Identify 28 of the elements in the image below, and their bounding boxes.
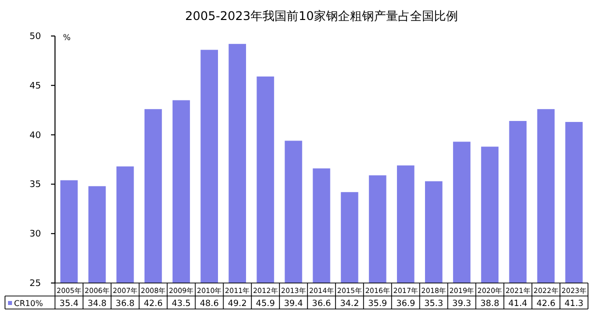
data-label: 49.2: [228, 299, 247, 309]
data-label: 35.3: [424, 299, 444, 309]
data-label: 34.2: [340, 299, 360, 309]
data-label: 41.4: [508, 299, 528, 309]
data-label: 45.9: [256, 299, 275, 309]
data-label: 34.8: [88, 299, 107, 309]
data-label: 39.3: [452, 299, 472, 309]
data-label: 39.4: [284, 299, 303, 309]
data-label: 36.6: [312, 299, 331, 309]
data-label: 38.8: [480, 299, 500, 309]
data-label: 48.6: [200, 299, 219, 309]
data-label: 36.9: [396, 299, 416, 309]
y-tick-label: 35: [30, 180, 41, 190]
data-label: 36.8: [116, 299, 135, 309]
data-label: 42.6: [536, 299, 556, 309]
y-tick-label: 50: [30, 32, 42, 42]
data-label: 42.6: [144, 299, 163, 309]
y-tick-label: 45: [30, 81, 41, 92]
y-axis-title: %: [63, 33, 71, 42]
data-label: 41.3: [564, 299, 584, 309]
data-label: 35.4: [60, 299, 78, 309]
y-tick-label: 30: [30, 230, 42, 240]
data-label: 43.5: [172, 299, 191, 309]
y-tick-label: 25: [30, 279, 41, 289]
data-label: 35.9: [368, 299, 388, 309]
chart-title: 2005-2023年我国前10家钢企粗钢产量占全国比例: [185, 9, 458, 23]
legend-label: CR10%: [14, 299, 44, 308]
y-tick-label: 40: [30, 130, 42, 141]
